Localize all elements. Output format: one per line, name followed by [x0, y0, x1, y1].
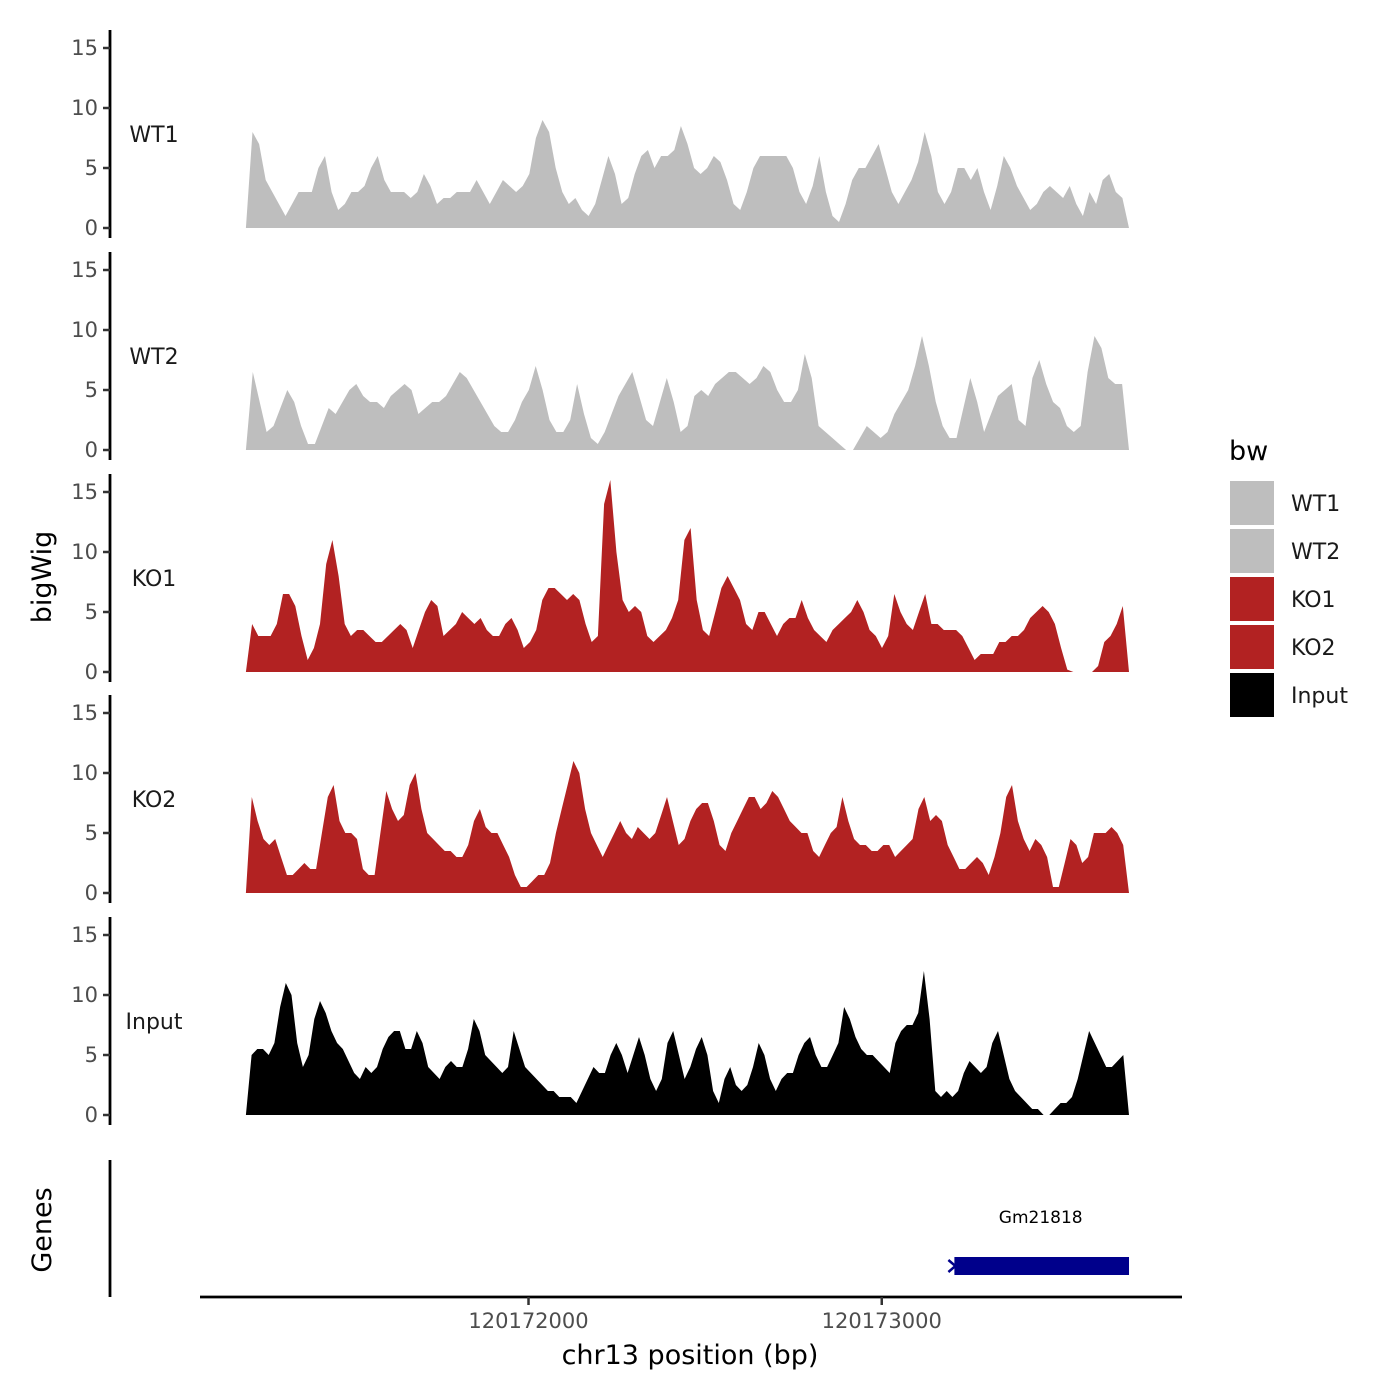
- gene-strand-arrow: [947, 1259, 958, 1273]
- track-label: WT1: [129, 123, 178, 148]
- legend-key-wt2: [1228, 527, 1276, 575]
- y-tick-label: 0: [85, 216, 98, 240]
- legend: bw WT1 WT2 KO1 KO2 Input: [1228, 436, 1348, 719]
- legend-key-ko1: [1228, 575, 1276, 623]
- genes-axis-title: Genes: [27, 1187, 58, 1272]
- track-area-input: [245, 971, 1129, 1115]
- y-tick-label: 15: [71, 258, 98, 282]
- gene-body: [954, 1257, 1130, 1275]
- track-wt2: 0 5 10 15 WT2: [71, 252, 1129, 462]
- y-tick-label: 5: [85, 600, 98, 624]
- y-tick-label: 10: [71, 540, 98, 564]
- track-ko2: 0 5 10 15 KO2: [71, 695, 1129, 905]
- legend-title: bw: [1229, 436, 1268, 467]
- legend-key-input: [1228, 671, 1276, 719]
- legend-label-ko1: KO1: [1291, 588, 1336, 613]
- y-tick-label: 0: [85, 438, 98, 462]
- track-wt1: 0 5 10 15 WT1: [71, 30, 1129, 240]
- track-label: KO2: [132, 788, 177, 813]
- track-area-wt1: [245, 120, 1129, 228]
- track-label: WT2: [129, 345, 178, 370]
- legend-label-ko2: KO2: [1291, 636, 1336, 661]
- y-tick-label: 10: [71, 318, 98, 342]
- y-tick-label: 15: [71, 480, 98, 504]
- y-tick-label: 10: [71, 983, 98, 1007]
- track-area-ko2: [245, 761, 1129, 893]
- track-label: Input: [126, 1010, 183, 1035]
- track-label: KO1: [132, 567, 177, 592]
- legend-label-input: Input: [1291, 684, 1348, 709]
- y-tick-label: 15: [71, 923, 98, 947]
- legend-label-wt2: WT2: [1291, 540, 1340, 565]
- track-input: 0 5 10 15 Input: [71, 917, 1129, 1127]
- y-tick-label: 5: [85, 1043, 98, 1067]
- track-area-ko1: [245, 480, 1129, 672]
- legend-key-ko2: [1228, 623, 1276, 671]
- y-tick-label: 0: [85, 881, 98, 905]
- y-tick-label: 0: [85, 660, 98, 684]
- y-tick-label: 15: [71, 36, 98, 60]
- tracks-group: 0 5 10 15 WT1 0 5 10 15 WT2 0 5 10 15 KO1 0 5 10 15 KO2 0 5 10…: [71, 30, 1129, 1127]
- legend-key-wt1: [1228, 479, 1276, 527]
- y-tick-label: 0: [85, 1103, 98, 1127]
- x-axis-title: chr13 position (bp): [562, 1340, 819, 1371]
- x-tick-label: 120173000: [822, 1309, 942, 1333]
- y-tick-label: 5: [85, 378, 98, 402]
- x-tick-label: 120172000: [468, 1309, 588, 1333]
- y-tick-label: 10: [71, 761, 98, 785]
- y-tick-label: 10: [71, 96, 98, 120]
- track-ko1: 0 5 10 15 KO1: [71, 474, 1129, 684]
- y-axis-title: bigWig: [27, 531, 58, 624]
- y-tick-label: 15: [71, 701, 98, 725]
- y-tick-label: 5: [85, 156, 98, 180]
- gene-track: Gm21818: [108, 1160, 1130, 1297]
- y-tick-label: 5: [85, 821, 98, 845]
- x-axis: 120172000 120173000: [200, 1295, 1182, 1333]
- legend-label-wt1: WT1: [1291, 492, 1340, 517]
- track-area-wt2: [245, 336, 1129, 450]
- gene-label: Gm21818: [999, 1208, 1083, 1228]
